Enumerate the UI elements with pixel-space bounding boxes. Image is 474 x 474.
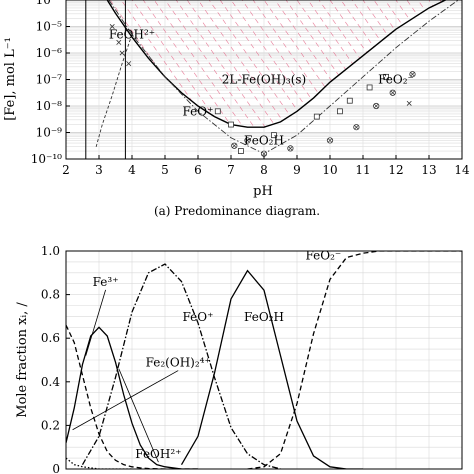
y-tick-label: 10⁻⁴: [36, 0, 63, 7]
data-point-circled-x: [287, 145, 294, 152]
y-tick-label: 10⁻⁶: [36, 46, 63, 60]
chart-a-markers: [109, 24, 416, 157]
data-point-x: [109, 24, 115, 29]
label-leader-line: [85, 289, 106, 356]
chart-b-series-labels: Fe³⁺ FeO⁺ FeO₂H FeO₂⁻ Fe₂(OH)₂⁴⁺ FeOH²⁺: [72, 249, 342, 463]
chart-a-ticks: 2 3 4 5 6 7 8 9 10 11 12 13 14 10⁻⁴ 10⁻⁵ 10⁻⁶ 10⁻⁷ 10⁻⁸ 10…: [31, 0, 470, 177]
solid-phase-hatch-region: [107, 0, 446, 128]
data-point-circled-x: [326, 137, 334, 144]
y-tick-label: 0.8: [41, 288, 60, 302]
region-label: FeO⁺: [183, 104, 214, 118]
series-label: Fe³⁺: [93, 275, 119, 289]
series-label: FeO⁺: [183, 310, 214, 324]
chart-a-xlabel: pH: [253, 184, 273, 199]
x-tick-label: 14: [454, 163, 470, 177]
data-point-x: [126, 61, 132, 67]
data-point-x: [406, 100, 412, 106]
series-line: [81, 263, 281, 469]
mole-fraction-chart: 0 0.2 0.4 0.6 0.8 1.0 Fe³⁺ FeO⁺ FeO₂H FeO₂⁻ Fe₂(O…: [15, 244, 463, 474]
label-leader-line: [72, 370, 179, 431]
chart-a-caption: (a) Predominance diagram.: [154, 204, 320, 218]
data-point-circled-x: [231, 142, 238, 149]
x-tick-label: 10: [322, 163, 337, 177]
x-tick-label: 7: [227, 163, 235, 177]
y-tick-label: 0.4: [41, 375, 60, 389]
series-label: FeO₂⁻: [306, 249, 342, 263]
y-tick-label: 0.2: [41, 418, 60, 432]
data-point-circled-x: [389, 89, 396, 96]
x-tick-label: 2: [62, 163, 70, 177]
x-tick-label: 11: [355, 163, 370, 177]
region-label: FeOH²⁺: [109, 27, 155, 41]
x-tick-label: 4: [128, 163, 136, 177]
data-point-circled-x: [260, 150, 268, 157]
series-label: FeOH²⁺: [135, 447, 181, 461]
y-tick-label: 1.0: [41, 244, 60, 258]
x-tick-label: 8: [260, 163, 268, 177]
data-point-circled-x: [353, 124, 360, 131]
series-line: [180, 269, 363, 469]
y-tick-label: 10⁻⁵: [36, 20, 63, 34]
region-label: FeO₂H: [244, 133, 284, 147]
chart-b-grid: [65, 250, 463, 470]
data-point-square: [366, 84, 373, 91]
predominance-chart: 2 3 4 5 6 7 8 9 10 11 12 13 14 10⁻⁴ 10⁻⁵ 10⁻⁶ 10⁻⁷ 10⁻⁸ 10…: [3, 0, 470, 218]
series-label: FeO₂H: [244, 310, 284, 324]
data-point-square: [237, 148, 244, 154]
x-tick-label: 6: [194, 163, 202, 177]
label-leader-line: [118, 368, 159, 463]
chart-a-lines: [85, 0, 460, 159]
data-point-circled-x: [373, 102, 380, 110]
x-tick-label: 9: [293, 163, 301, 177]
data-point-circled-x: [409, 71, 416, 78]
series-label: Fe₂(OH)₂⁴⁺: [146, 356, 211, 370]
data-point-square: [214, 108, 221, 115]
y-tick-label: 0: [52, 462, 60, 474]
chart-b-ylabel: Mole fraction xᵢ, /: [15, 302, 30, 418]
chart-a-ylabel: [Fe], mol L⁻¹: [3, 37, 18, 121]
y-tick-label: 0.6: [41, 331, 60, 345]
series-line: [66, 326, 198, 469]
data-point-square: [383, 73, 390, 80]
data-point-square: [228, 121, 234, 128]
region-label: 2L-Fe(OH)₃(s): [222, 73, 306, 87]
x-tick-label: 12: [388, 163, 403, 177]
data-point-x: [116, 39, 122, 45]
region-label: FeO₂⁻: [378, 73, 414, 87]
boundary-dashed-line: [95, 34, 133, 149]
x-tick-label: 3: [95, 163, 103, 177]
solubility-curve-dashdot: [108, 0, 460, 155]
chart-a-region-labels: FeOH²⁺ 2L-Fe(OH)₃(s) FeO⁺ FeO₂H FeO₂⁻: [109, 27, 414, 147]
data-point-x: [119, 50, 125, 56]
y-tick-label: 10⁻⁷: [36, 73, 63, 87]
x-tick-label: 5: [161, 163, 169, 177]
y-tick-label: 10⁻⁸: [36, 99, 63, 113]
chart-b-lines: [66, 251, 462, 469]
data-point-circled-x: [244, 137, 251, 144]
data-point-square: [346, 97, 353, 104]
y-tick-label: 10⁻¹⁰: [31, 152, 62, 166]
data-point-square: [336, 108, 343, 115]
data-point-square: [270, 132, 277, 139]
solubility-curve: [106, 0, 447, 128]
chart-b-ticks: 0 0.2 0.4 0.6 0.8 1.0: [41, 244, 70, 474]
x-tick-label: 13: [421, 163, 436, 177]
data-point-square: [313, 113, 320, 120]
series-line: [66, 457, 132, 469]
chart-b-frame: [65, 250, 463, 470]
y-tick-label: 10⁻⁹: [36, 126, 63, 140]
